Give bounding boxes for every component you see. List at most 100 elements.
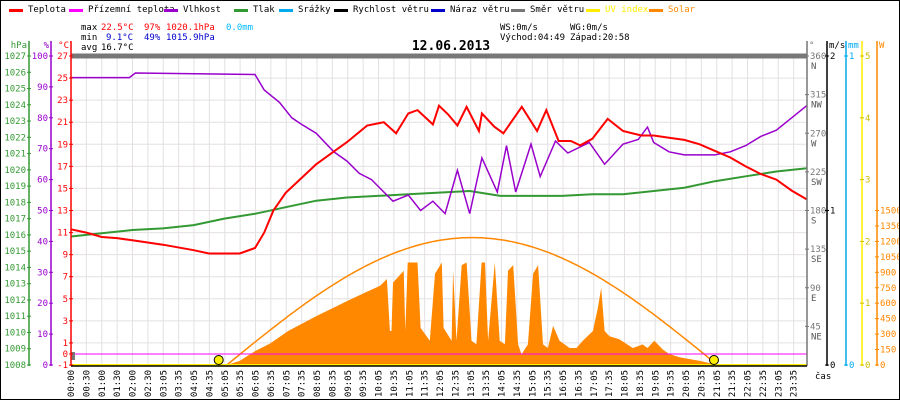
direction-direction-label: NW [811, 101, 822, 111]
humidity-tick-label: 80 [37, 114, 48, 124]
x-tick-label: 04:05 [190, 370, 200, 397]
temperature-tick-label: 7 [63, 273, 68, 283]
x-tick-label: 07:05 [282, 370, 292, 397]
x-tick-label: 11:05 [405, 370, 415, 397]
direction-tick-label: 135 [810, 245, 826, 255]
legend-swatch [234, 8, 248, 12]
x-tick-label: 00:00 [67, 370, 77, 397]
legend-swatch [164, 8, 178, 12]
x-tick-label: 06:35 [267, 370, 277, 397]
legend-item: Směr větru [511, 5, 584, 15]
legend-item: Tlak [234, 5, 275, 15]
direction-unit: ° [809, 41, 814, 51]
uv-tick-label: 1 [865, 299, 870, 309]
direction-tick-label: 90 [810, 284, 821, 294]
x-tick-label: 03:05 [159, 370, 169, 397]
solar-tick-label: 0 [880, 361, 885, 371]
x-tick-label: 18:35 [636, 370, 646, 397]
direction-tick-label: 360 [810, 52, 826, 62]
x-tick-label: 22:35 [759, 370, 769, 397]
x-tick-label: 10:35 [390, 370, 400, 397]
x-tick-label: 01:30 [113, 370, 123, 397]
pressure-tick-label: 1015 [4, 247, 26, 257]
temperature-tick-label: 21 [57, 118, 68, 128]
legend-swatch [586, 8, 600, 12]
x-tick-label: 05:35 [236, 370, 246, 397]
direction-direction-label: SW [811, 178, 822, 188]
x-tick-label: 07:35 [298, 370, 308, 397]
pressure-tick-label: 1026 [4, 68, 26, 78]
stats-max-temp: 22.5°C [101, 23, 134, 33]
legend-swatch [649, 8, 663, 12]
direction-direction-label: E [811, 294, 816, 304]
wind-speed-tick-label: 2 [830, 52, 835, 62]
legend-label: UV index [605, 5, 649, 15]
pressure-tick-label: 1010 [4, 328, 26, 338]
x-tick-label: 04:35 [205, 370, 215, 397]
uv-tick-label: 0 [865, 361, 870, 371]
pressure-tick-label: 1021 [4, 150, 26, 160]
x-tick-label: 14:05 [498, 370, 508, 397]
sunset-marker [708, 355, 719, 365]
x-tick-label: 12:05 [436, 370, 446, 397]
uv-tick-label: 2 [865, 237, 870, 247]
temperature-tick-label: 25 [57, 74, 68, 84]
pressure-tick-label: 1023 [4, 117, 26, 127]
temperature-tick-label: 9 [63, 251, 68, 261]
solar-tick-label: 600 [880, 299, 896, 309]
legend-label: Náraz větru [450, 5, 510, 15]
pressure-tick-label: 1027 [4, 52, 26, 62]
temperature-tick-label: 0 [63, 350, 68, 360]
direction-direction-label: NE [811, 332, 822, 342]
x-tick-label: 15:05 [528, 370, 538, 397]
legend-item: Srážky [279, 5, 331, 15]
humidity-tick-label: 40 [37, 237, 48, 247]
solar-tick-label: 450 [880, 315, 896, 325]
pressure-tick-label: 1019 [4, 182, 26, 192]
temperature-line [70, 103, 808, 255]
x-tick-label: 13:05 [467, 370, 477, 397]
legend-label: Solar [668, 5, 696, 15]
x-tick-label: 20:05 [682, 370, 692, 397]
legend-label: Srážky [298, 5, 331, 15]
x-tick-label: 19:35 [667, 370, 677, 397]
legend-swatch [9, 8, 23, 12]
pressure-tick-label: 1025 [4, 85, 26, 95]
uv-tick-label: 3 [865, 176, 870, 186]
chart-title: 12.06.2013 [411, 39, 491, 54]
stats-rain: 0.0mm [226, 23, 254, 33]
x-tick-label: 20:35 [697, 370, 707, 397]
solar-tick-label: 1350 [880, 222, 900, 232]
sunrise: Východ:04:49 [500, 33, 566, 43]
x-tick-label: 09:05 [344, 370, 354, 397]
humidity-unit: % [44, 41, 50, 51]
temperature-tick-label: 15 [57, 184, 68, 194]
solar-tick-label: 750 [880, 284, 896, 294]
humidity-tick-label: 0 [43, 361, 48, 371]
legend-label: Teplota [28, 5, 66, 15]
solar-tick-label: 1500 [880, 207, 900, 217]
legend-swatch [511, 8, 525, 12]
legend-swatch [279, 8, 293, 12]
humidity-tick-label: 30 [37, 268, 48, 278]
x-tick-label: 17:35 [605, 370, 615, 397]
rain-tick-label: 1 [849, 52, 854, 62]
x-tick-label: 00:30 [82, 370, 92, 397]
pressure-unit: hPa [11, 41, 27, 51]
solar-tick-label: 150 [880, 346, 896, 356]
pressure-tick-label: 1011 [4, 312, 26, 322]
x-tick-label: 18:05 [621, 370, 631, 397]
pressure-tick-label: 1022 [4, 133, 26, 143]
solar-area [226, 262, 718, 365]
x-tick-label: 12:35 [451, 370, 461, 397]
uv-tick-label: 4 [865, 114, 870, 124]
wind-gust: WG:0m/s [570, 23, 608, 33]
x-tick-label: 11:35 [421, 370, 431, 397]
temperature-tick-label: 17 [57, 162, 68, 172]
stats-min-temp: 9.1°C [106, 33, 134, 43]
direction-tick-label: 315 [810, 91, 826, 101]
humidity-line [71, 72, 808, 216]
temperature-tick-label: 5 [63, 295, 68, 305]
solar-tick-label: 1200 [880, 237, 900, 247]
